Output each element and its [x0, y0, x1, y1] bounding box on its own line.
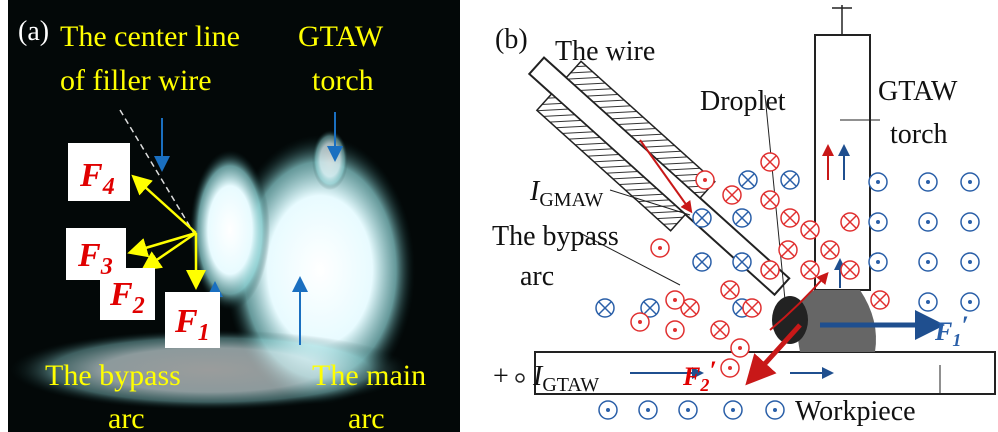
symbol-dot — [646, 408, 650, 412]
annotation: The center line — [60, 20, 240, 53]
annotation: arc — [348, 402, 385, 432]
symbol-dot — [731, 408, 735, 412]
symbol-dot — [658, 246, 662, 250]
panel-a: F4 F3 F2 F1 (a) The center line of fille… — [8, 0, 460, 432]
annotation: The bypass — [492, 221, 619, 252]
panel-label: (a) — [18, 16, 49, 47]
force-subscript: 1 — [198, 320, 210, 346]
subscript: 1 — [952, 330, 961, 350]
subscript: 2 — [699, 375, 709, 395]
bypass-arc-glow — [190, 150, 270, 310]
symbol-dot — [926, 300, 930, 304]
annotation: + — [493, 361, 509, 392]
symbol-dot — [968, 300, 972, 304]
symbol-dot — [926, 180, 930, 184]
figure: F4 F3 F2 F1 (a) The center line of fille… — [0, 0, 998, 432]
annotation: Droplet — [700, 86, 786, 117]
subscript: GMAW — [539, 189, 603, 211]
symbol-dot — [926, 220, 930, 224]
force-label: F1′ — [934, 311, 969, 350]
force-symbol: F — [109, 276, 133, 313]
annotation: The bypass — [45, 359, 181, 392]
symbol-dot — [673, 328, 677, 332]
annotation: torch — [312, 64, 374, 97]
symbol-dot — [968, 180, 972, 184]
annotation: GTAW — [878, 76, 958, 107]
symbol-dot — [606, 408, 610, 412]
force-subscript: 4 — [102, 174, 115, 200]
symbol: F — [682, 362, 700, 391]
annotation: Workpiece — [795, 396, 916, 427]
subscript: GTAW — [542, 374, 599, 396]
force-symbol: F — [77, 237, 101, 274]
force-subscript: 2 — [132, 293, 145, 319]
annotation: The main — [312, 359, 426, 392]
panel-label: (b) — [495, 24, 528, 55]
annotation: IGMAW — [529, 176, 603, 211]
panel-b: (b) The wire Droplet GTAW torch IGMAW Th… — [492, 5, 995, 427]
symbol-dot — [738, 346, 742, 350]
terminal — [516, 374, 524, 382]
prime: ′ — [961, 311, 968, 340]
weld-pool — [797, 290, 876, 352]
annotation: GTAW — [298, 20, 384, 53]
annotation: The wire — [555, 36, 655, 67]
symbol-dot — [686, 408, 690, 412]
symbol-dot — [728, 366, 732, 370]
symbol-dot — [968, 260, 972, 264]
symbol-dot — [638, 320, 642, 324]
symbol-dot — [703, 178, 707, 182]
electrode-glow — [312, 130, 348, 190]
symbol-dot — [876, 220, 880, 224]
force-symbol: F — [79, 157, 103, 194]
symbol-dot — [876, 180, 880, 184]
annotation: arc — [108, 402, 145, 432]
force-symbol: F — [174, 303, 198, 340]
symbol-dot — [968, 220, 972, 224]
symbol-dot — [876, 260, 880, 264]
symbol-dot — [673, 298, 677, 302]
workpiece — [535, 352, 995, 394]
annotation: of filler wire — [60, 64, 212, 97]
symbol-dot — [926, 260, 930, 264]
annotation: arc — [520, 261, 554, 292]
prime: ′ — [709, 356, 716, 385]
symbol-dot — [773, 408, 777, 412]
symbol: F — [934, 317, 952, 346]
annotation: torch — [890, 119, 948, 150]
